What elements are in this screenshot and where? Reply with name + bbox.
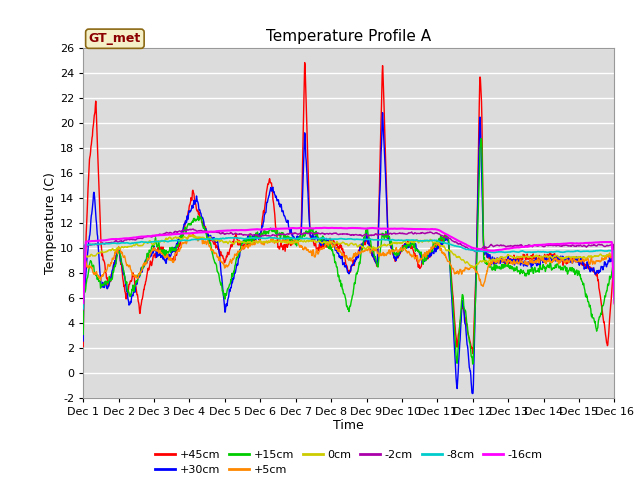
Y-axis label: Temperature (C): Temperature (C) <box>44 172 57 274</box>
Legend: +45cm, +30cm, +15cm, +5cm, 0cm, -2cm, -8cm, -16cm: +45cm, +30cm, +15cm, +5cm, 0cm, -2cm, -8… <box>155 449 543 475</box>
Text: GT_met: GT_met <box>89 32 141 45</box>
Title: Temperature Profile A: Temperature Profile A <box>266 29 431 44</box>
X-axis label: Time: Time <box>333 419 364 432</box>
